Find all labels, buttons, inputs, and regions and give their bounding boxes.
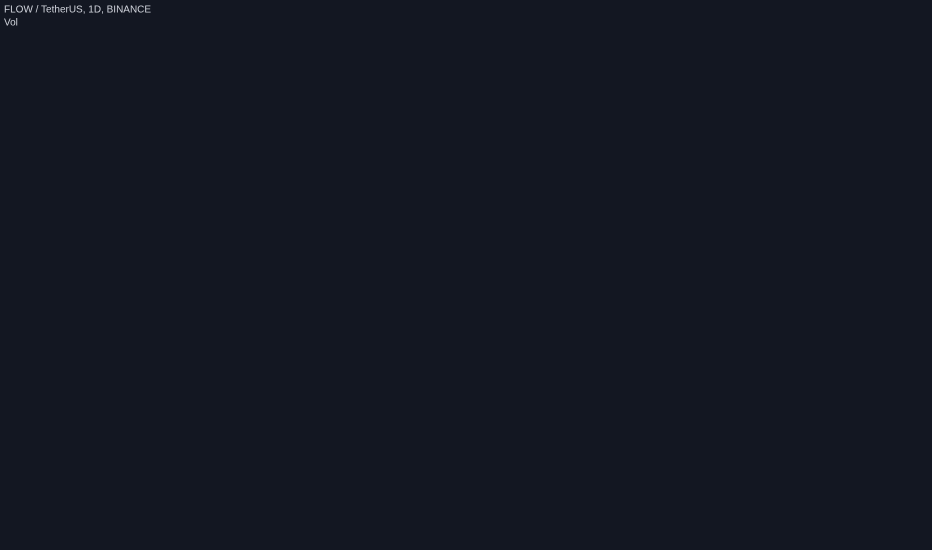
- volume-label: Vol: [4, 18, 18, 29]
- chart-title: FLOW / TetherUS, 1D, BINANCE: [4, 5, 151, 16]
